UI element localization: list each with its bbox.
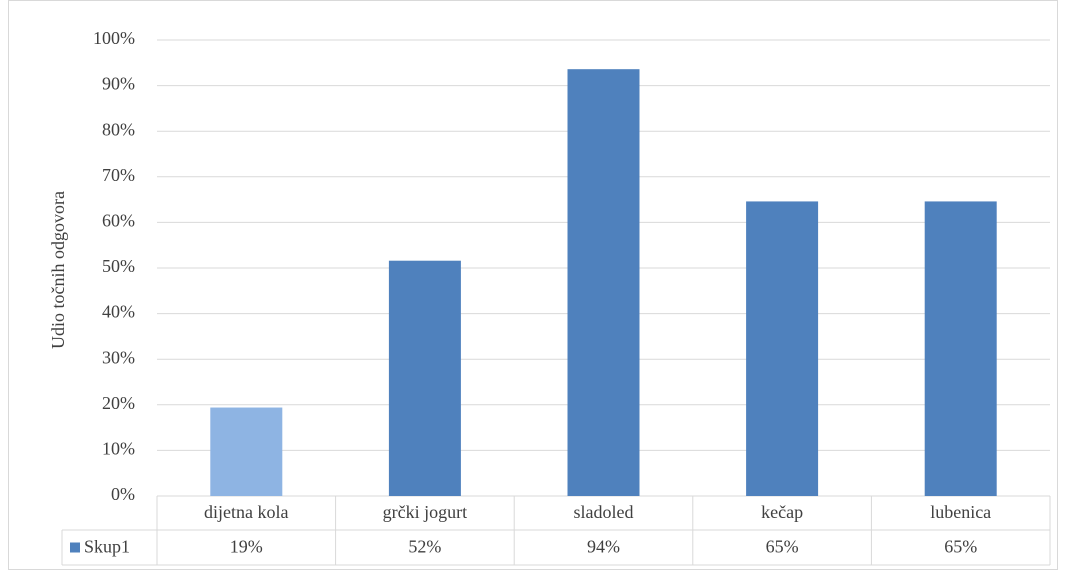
legend-label: Skup1 xyxy=(84,537,130,557)
y-tick-label: 30% xyxy=(102,347,135,367)
chart-border xyxy=(8,0,1058,570)
y-tick-label: 80% xyxy=(102,119,135,139)
bar xyxy=(924,201,997,496)
y-tick-label: 0% xyxy=(111,484,135,504)
y-tick-label: 40% xyxy=(102,302,135,322)
x-tick-label: kečap xyxy=(761,502,803,522)
bar xyxy=(388,260,461,496)
x-tick-label: lubenica xyxy=(930,502,991,522)
data-table-value: 94% xyxy=(587,537,620,557)
data-table-value: 52% xyxy=(408,537,441,557)
x-tick-label: sladoled xyxy=(574,502,634,522)
x-tick-label: dijetna kola xyxy=(204,502,288,522)
data-table-value: 65% xyxy=(944,537,977,557)
data-table-value: 19% xyxy=(230,537,263,557)
y-tick-label: 90% xyxy=(102,74,135,94)
y-tick-label: 100% xyxy=(93,28,135,48)
y-tick-label: 70% xyxy=(102,165,135,185)
x-tick-label: grčki jogurt xyxy=(383,502,467,522)
y-tick-label: 20% xyxy=(102,393,135,413)
y-tick-label: 60% xyxy=(102,211,135,231)
bar xyxy=(567,69,640,497)
bar xyxy=(746,201,819,496)
bar xyxy=(210,407,283,496)
y-axis-label: Udio točnih odgovora xyxy=(48,191,68,349)
y-tick-label: 50% xyxy=(102,256,135,276)
data-table-value: 65% xyxy=(766,537,799,557)
legend-key xyxy=(70,542,80,553)
y-tick-label: 10% xyxy=(102,439,135,459)
